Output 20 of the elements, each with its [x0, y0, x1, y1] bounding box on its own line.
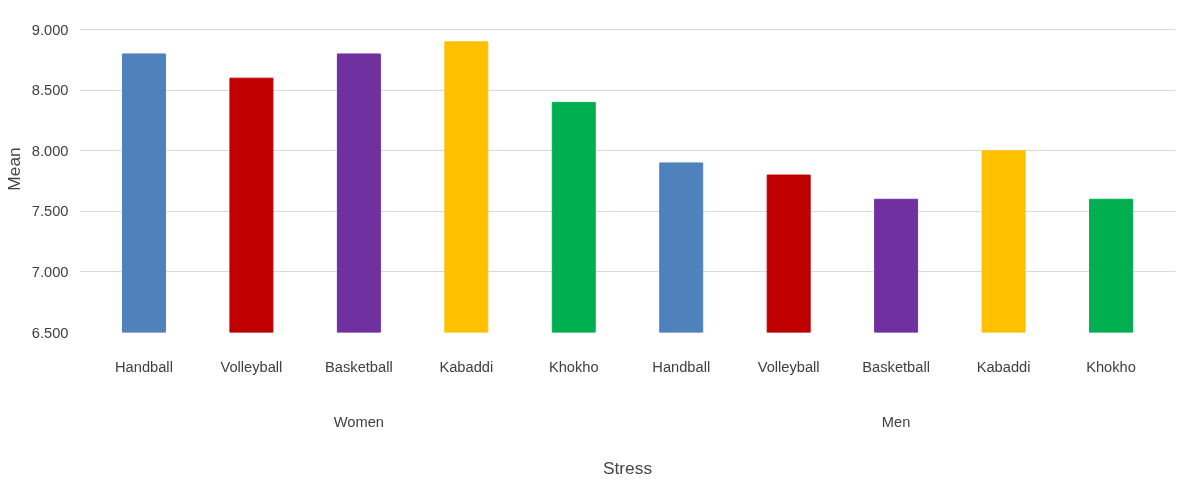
x-tick-label: Khokho — [548, 358, 599, 375]
x-tick-label: Volleyball — [220, 358, 283, 375]
y-tick-label: 8.500 — [31, 82, 69, 99]
x-tick-label: Kabaddi — [439, 358, 494, 375]
x-tick-label: Volleyball — [757, 358, 820, 375]
x-tick-label: Kabaddi — [976, 358, 1031, 375]
text: Women — [333, 413, 384, 430]
x-tick-label: Handball — [115, 358, 173, 375]
x-tick-label: Khokho — [1086, 358, 1136, 375]
y-tick-label: 7.500 — [31, 203, 69, 220]
y-tick-label: 8.000 — [31, 142, 69, 159]
x-tick-label: Basketball — [862, 358, 930, 375]
x-tick-label: Handball — [652, 358, 711, 375]
text: Men — [881, 413, 911, 430]
y-tick-label: 9.000 — [31, 21, 69, 38]
x-axis-title: Stress — [602, 457, 653, 478]
y-tick-label: 6.500 — [31, 324, 69, 341]
x-tick-label: Basketball — [325, 358, 393, 375]
y-axis-title: Mean — [3, 147, 24, 191]
y-tick-label: 7.000 — [31, 263, 69, 280]
